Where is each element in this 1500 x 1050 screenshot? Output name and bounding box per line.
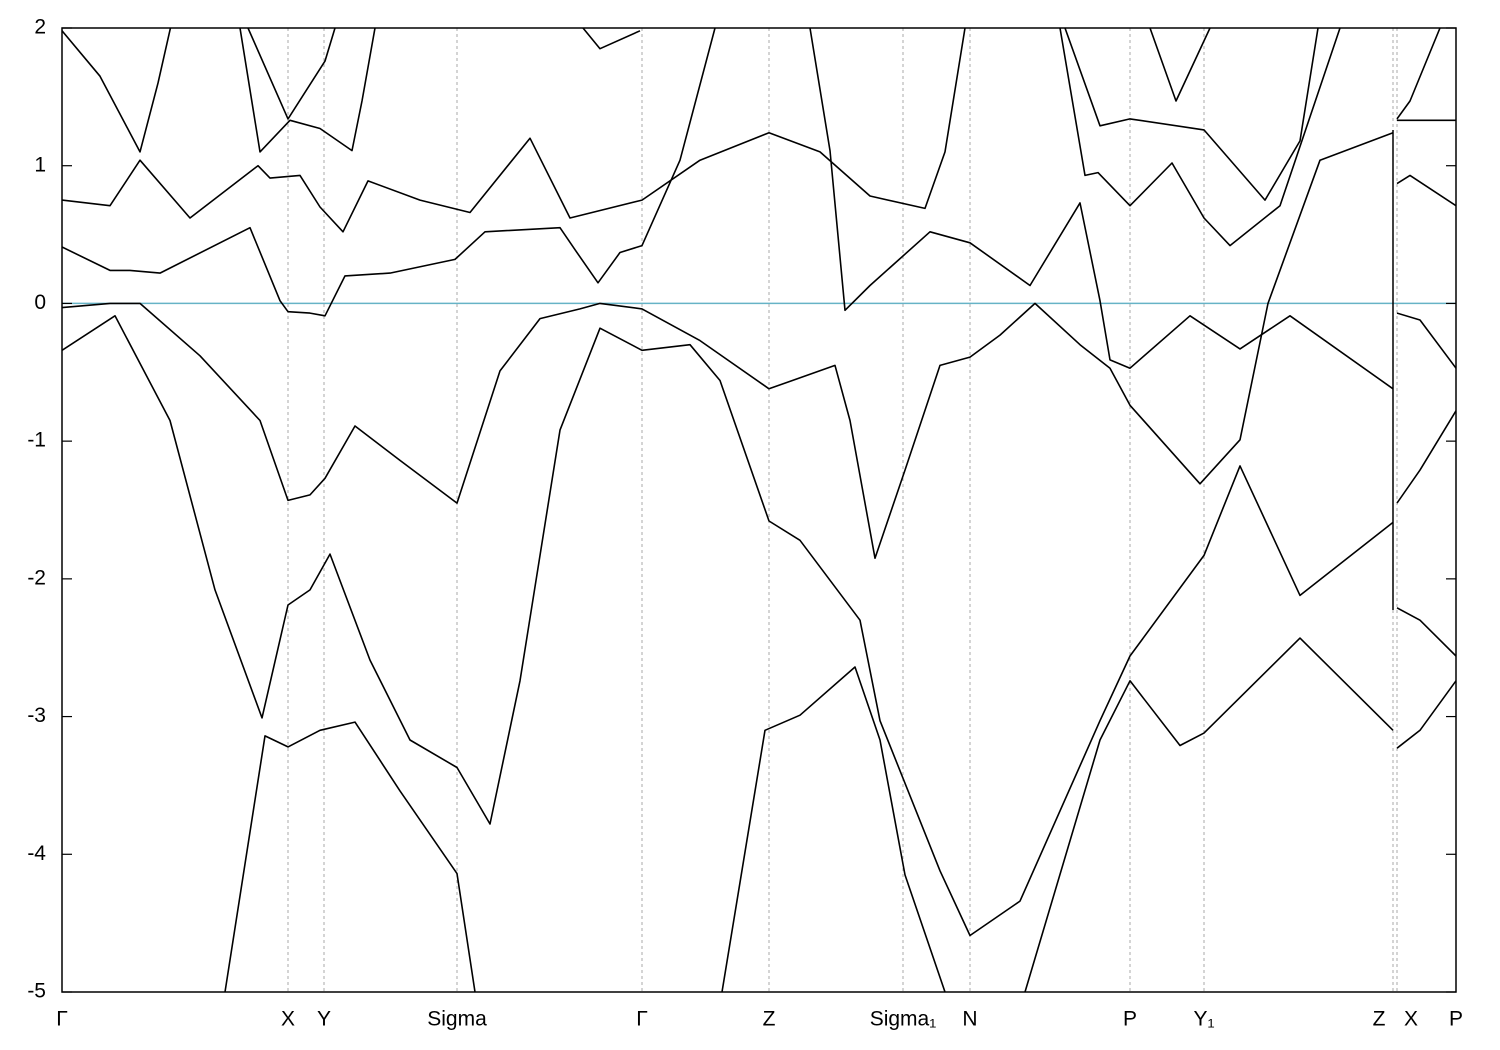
bands xyxy=(62,28,1456,992)
y-tick-label: -3 xyxy=(27,704,46,727)
band-line xyxy=(1396,607,1456,657)
grid xyxy=(61,28,1457,992)
y-tick-label: -2 xyxy=(27,566,46,589)
band-line xyxy=(239,28,376,153)
x-tick-label: Z xyxy=(763,1008,776,1031)
y-tick-label: 1 xyxy=(34,153,46,176)
band-line xyxy=(582,28,641,50)
band-line xyxy=(1396,410,1456,504)
x-tick-label: Γ xyxy=(636,1008,648,1031)
y-tick-label: 2 xyxy=(34,16,46,39)
x-tick-label: Z xyxy=(1373,1008,1386,1031)
x-tick-label: Sigma xyxy=(427,1008,487,1031)
band-line xyxy=(62,28,716,317)
x-tick-label: N xyxy=(962,1008,977,1031)
x-tick-label: P xyxy=(1123,1008,1137,1031)
plot-frame xyxy=(61,27,1457,993)
band-line xyxy=(1396,28,1441,120)
x-tick-label: Y₁ xyxy=(1193,1008,1214,1031)
y-tick-label: -1 xyxy=(27,429,46,452)
band-line xyxy=(1064,28,1319,201)
y-tick-label: -5 xyxy=(27,980,46,1003)
band-line xyxy=(1396,174,1456,207)
x-tick-label: Γ xyxy=(56,1008,68,1031)
band-line xyxy=(62,314,1394,937)
band-line xyxy=(1149,28,1211,102)
x-tick-label: Sigma₁ xyxy=(870,1008,937,1031)
band-line xyxy=(62,131,1394,560)
x-tick-label: Y xyxy=(317,1008,331,1031)
band-line xyxy=(1024,637,1394,992)
band-line xyxy=(1396,312,1456,369)
x-tick-label: X xyxy=(1404,1008,1418,1031)
band-line xyxy=(1059,28,1341,247)
x-tick-label: P xyxy=(1449,1008,1463,1031)
band-line xyxy=(809,28,1394,390)
band-line xyxy=(224,721,476,992)
band-line xyxy=(62,28,172,153)
band-line xyxy=(62,28,966,233)
y-tick-label: 0 xyxy=(34,291,46,314)
band-line xyxy=(247,28,336,120)
band-line xyxy=(1396,680,1456,749)
band-line xyxy=(721,666,946,992)
y-tick-label: -4 xyxy=(27,842,46,865)
x-tick-label: X xyxy=(281,1008,295,1031)
